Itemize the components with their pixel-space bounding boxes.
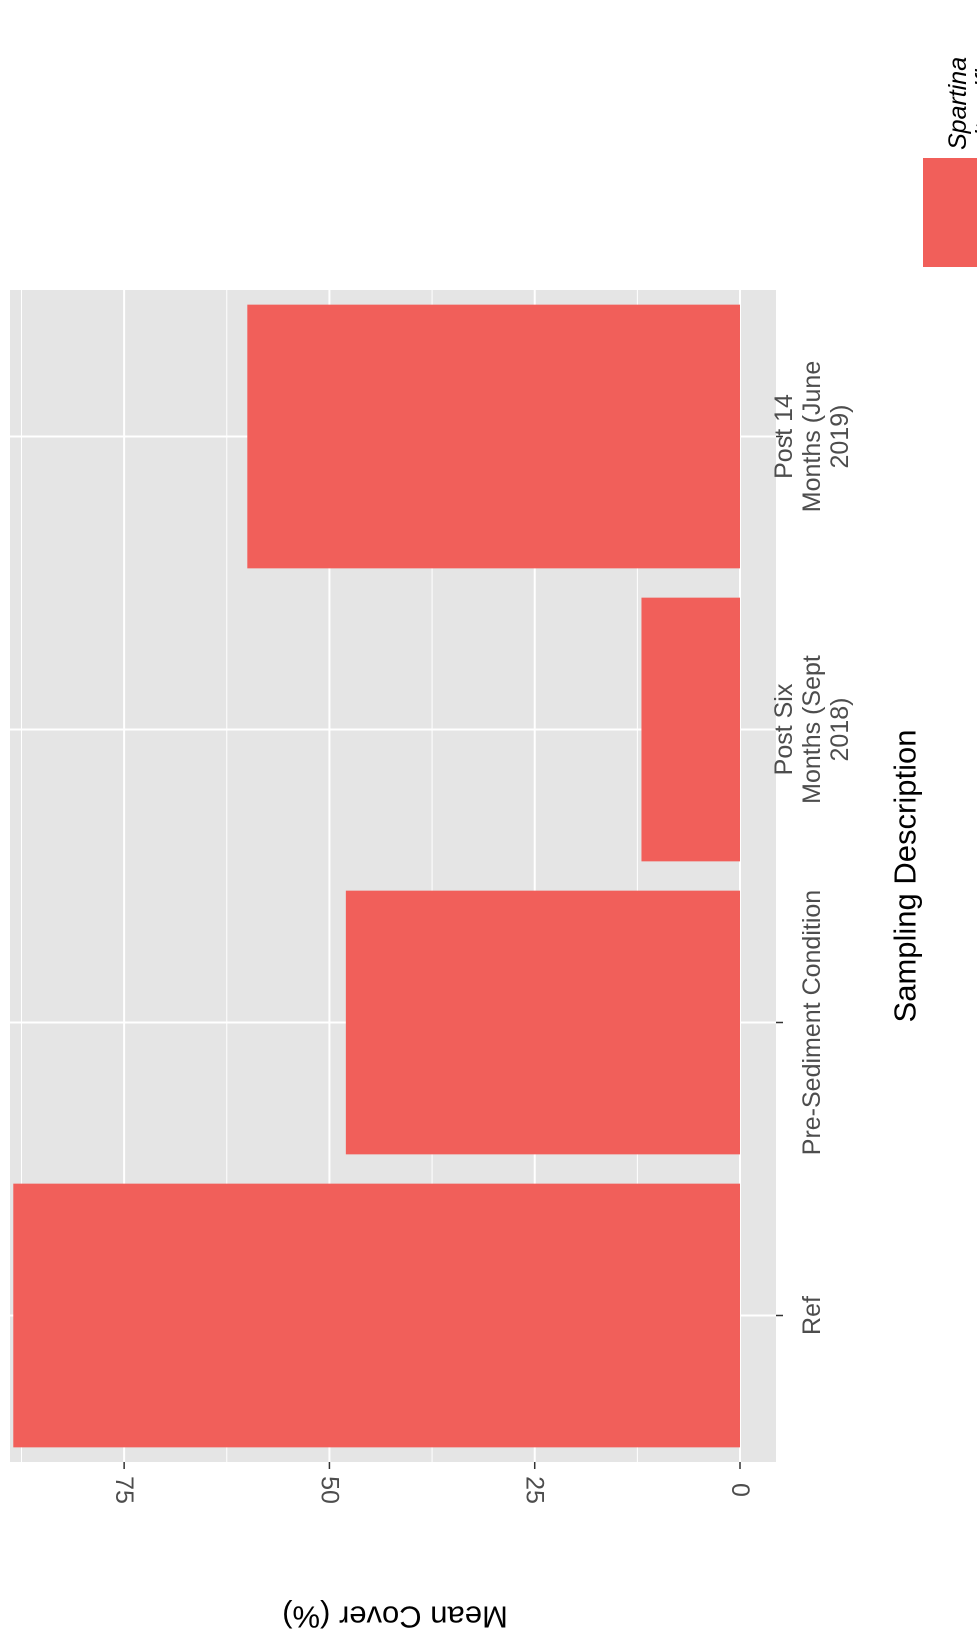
- category-label-line: Post Six: [770, 683, 798, 775]
- category-label-line: Post 14: [770, 394, 798, 479]
- legend-key-0: [921, 156, 977, 269]
- bar-1: [345, 890, 740, 1155]
- y-axis-title: Mean Cover (%): [282, 1600, 508, 1635]
- category-label-2: Post SixMonths (Sept2018): [770, 655, 854, 804]
- bar-3: [247, 304, 740, 569]
- x-axis-title: Sampling Description: [888, 730, 923, 1023]
- value-tick-label-75: 75: [110, 1476, 138, 1504]
- category-label-line: Months (June: [798, 361, 826, 512]
- category-label-line: Pre-Sediment Condition: [798, 890, 826, 1155]
- category-label-line: 2019): [826, 405, 854, 469]
- category-label-1: Pre-Sediment Condition: [798, 890, 826, 1155]
- category-label-line: Months (Sept: [798, 655, 826, 804]
- value-tick-label-50: 50: [315, 1476, 343, 1504]
- value-tick-label-25: 25: [521, 1476, 549, 1504]
- category-label-line: 2018): [826, 698, 854, 762]
- category-label-0: Ref: [798, 1296, 826, 1335]
- legend-label-line: Spartina: [944, 57, 972, 150]
- bar-2: [641, 597, 740, 862]
- legend-label-0: Spartinaalterniflora: [944, 33, 977, 150]
- category-label-3: Post 14Months (June2019): [770, 361, 854, 512]
- value-tick-label-0: 0: [726, 1483, 754, 1497]
- legend-label-line: alterniflora: [971, 33, 977, 150]
- bar-0: [13, 1183, 740, 1448]
- category-label-line: Ref: [798, 1296, 826, 1335]
